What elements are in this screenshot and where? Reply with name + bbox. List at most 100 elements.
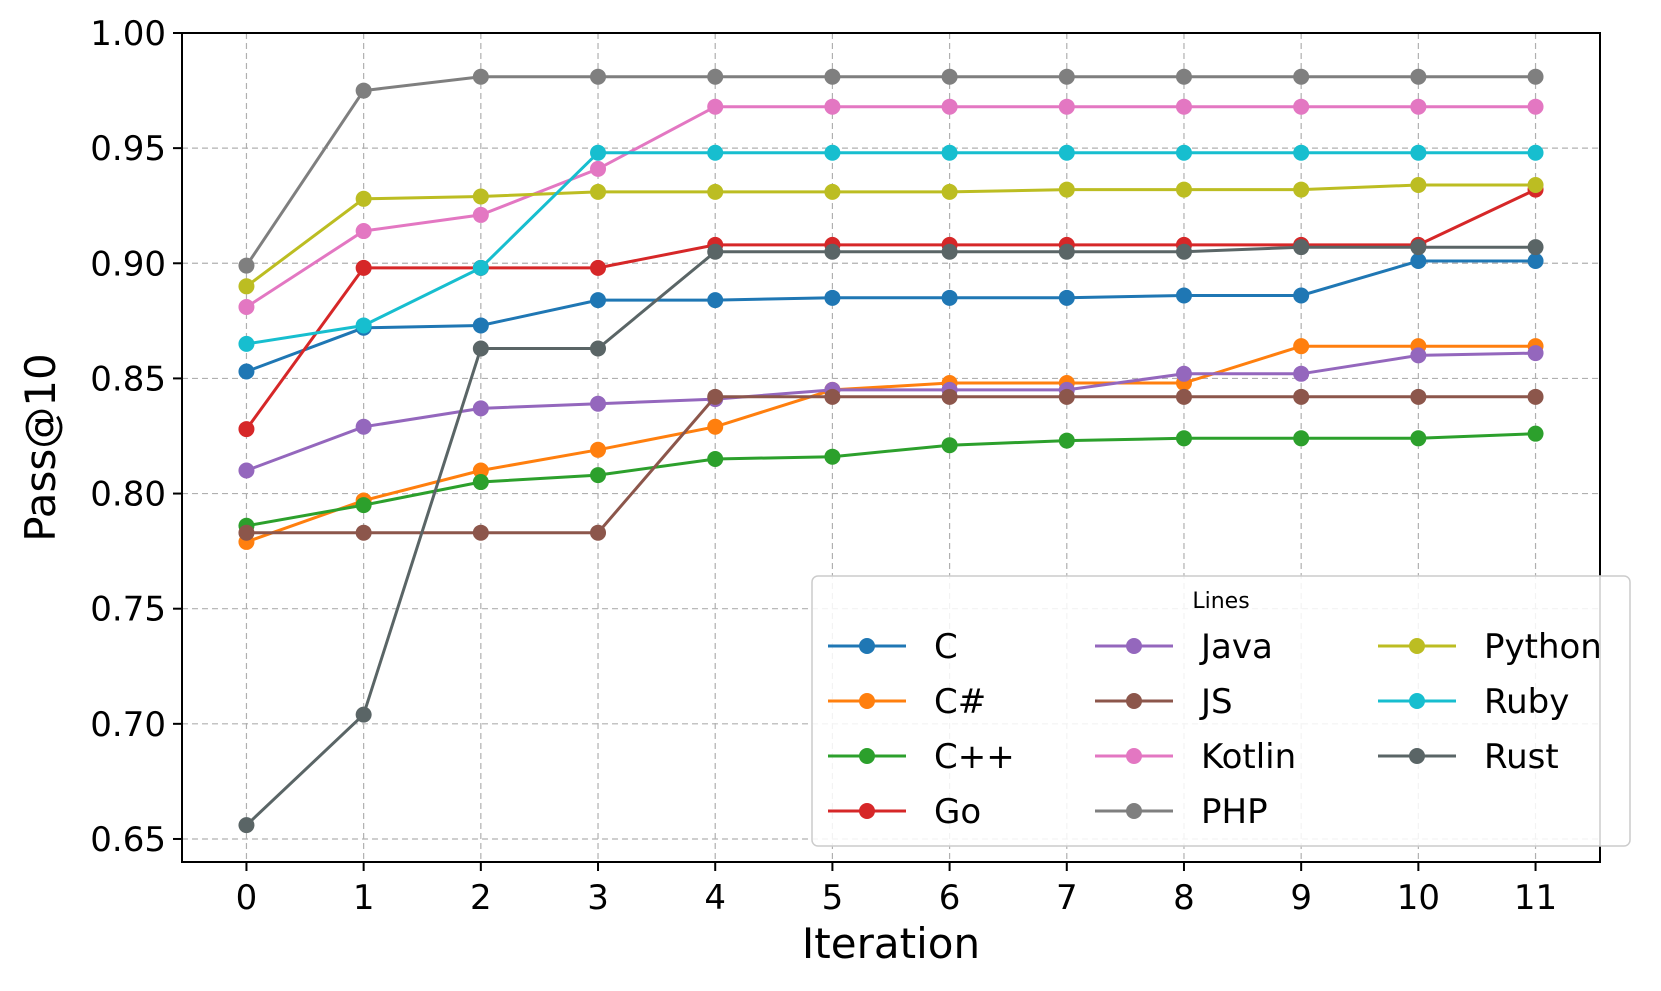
x-axis-label: Iteration [802, 919, 980, 968]
legend-swatch-marker [1126, 693, 1142, 709]
data-point-c [1293, 287, 1310, 304]
data-point-js [472, 524, 489, 541]
legend-entry-kotlin: Kotlin [1095, 737, 1296, 777]
data-point-python [472, 188, 489, 205]
series-kotlin [238, 98, 1544, 316]
data-point-go [590, 259, 607, 276]
data-point-php [707, 68, 724, 85]
series-php [238, 68, 1544, 274]
series-line-csharp [246, 344, 1536, 544]
legend-swatch-marker [859, 693, 875, 709]
legend-swatch-marker [859, 748, 875, 764]
data-point-go [238, 421, 255, 438]
data-point-ruby [1058, 144, 1075, 161]
series-line-python [245, 183, 1536, 288]
data-point-rust [590, 340, 607, 357]
y-tick-label: 0.80 [90, 475, 166, 515]
data-point-js [1058, 388, 1075, 405]
data-point-c [941, 289, 958, 306]
series-line-ruby [246, 151, 1536, 346]
data-point-java [472, 400, 489, 417]
legend-label: Go [934, 792, 981, 832]
y-tick-label: 1.00 [90, 14, 166, 54]
data-point-python [1410, 176, 1427, 193]
series-ruby [238, 144, 1544, 352]
data-point-cpp [1175, 430, 1192, 447]
series-js [238, 388, 1544, 541]
legend: Lines C C# C++ Go Java JS Kotlin PHP Python Ruby R… [811, 575, 1631, 847]
x-tick-label: 6 [939, 878, 961, 918]
series-line-php [245, 75, 1536, 267]
data-point-rust [1410, 239, 1427, 256]
legend-label: C [934, 627, 958, 667]
data-point-csharp [707, 418, 724, 435]
data-point-c [707, 292, 724, 309]
legend-entry-cpp: C++ [828, 737, 1015, 777]
x-tick-label: 8 [1173, 878, 1195, 918]
data-point-js [355, 524, 372, 541]
y-tick-label: 0.85 [90, 359, 166, 399]
data-point-js [590, 524, 607, 541]
data-point-c [1175, 287, 1192, 304]
legend-swatch-marker [1126, 803, 1142, 819]
legend-entry-go: Go [828, 792, 981, 832]
data-point-kotlin [1058, 98, 1075, 115]
data-point-cpp [472, 474, 489, 491]
data-point-php [824, 68, 841, 85]
legend-label: C# [934, 682, 986, 722]
data-point-java [238, 462, 255, 479]
data-point-js [1527, 388, 1544, 405]
data-point-js [941, 388, 958, 405]
data-point-cpp [941, 437, 958, 454]
data-point-c [590, 292, 607, 309]
legend-label: Kotlin [1201, 737, 1296, 777]
series-line-rust [245, 245, 1536, 827]
data-point-ruby [1527, 144, 1544, 161]
legend-entry-php: PHP [1095, 792, 1268, 832]
legend-swatch-marker [859, 803, 875, 819]
y-tick-label: 0.95 [90, 129, 166, 169]
legend-label: Python [1484, 627, 1602, 667]
data-point-java [355, 418, 372, 435]
data-point-php [355, 82, 372, 99]
data-point-rust [1527, 239, 1544, 256]
y-axis: 0.65 0.70 0.75 0.80 0.85 0.90 0.95 1.00 [90, 14, 182, 860]
data-point-cpp [707, 451, 724, 468]
data-point-cpp [1058, 432, 1075, 449]
legend-box [811, 575, 1631, 847]
legend-entry-csharp: C# [828, 682, 986, 722]
legend-entry-ruby: Ruby [1378, 682, 1569, 722]
data-point-ruby [1175, 144, 1192, 161]
data-point-cpp [355, 497, 372, 514]
data-point-kotlin [824, 98, 841, 115]
data-point-csharp [590, 441, 607, 458]
legend-label: Ruby [1484, 682, 1569, 722]
data-point-rust [238, 817, 255, 834]
x-tick-label: 0 [236, 878, 258, 918]
data-point-cpp [1293, 430, 1310, 447]
legend-swatch-marker [1409, 693, 1425, 709]
data-point-c [1527, 252, 1544, 269]
legend-label: PHP [1201, 792, 1268, 832]
data-point-js [707, 388, 724, 405]
data-point-c [1058, 289, 1075, 306]
data-point-kotlin [1527, 98, 1544, 115]
legend-label: Rust [1484, 737, 1559, 777]
data-point-ruby [1293, 144, 1310, 161]
data-point-php [1410, 68, 1427, 85]
data-point-js [1175, 388, 1192, 405]
data-point-php [472, 68, 489, 85]
legend-title: Lines [1192, 589, 1249, 614]
legend-label: JS [1199, 682, 1233, 722]
legend-label: C++ [934, 737, 1015, 777]
data-point-cpp [590, 467, 607, 484]
data-point-python [1293, 181, 1310, 198]
x-tick-label: 3 [587, 878, 609, 918]
y-tick-label: 0.90 [90, 244, 166, 284]
x-axis: 0 1 2 3 4 5 6 7 8 9 10 11 [236, 862, 1557, 918]
y-tick-label: 0.65 [90, 820, 166, 860]
legend-swatch-marker [1409, 748, 1425, 764]
y-tick-label: 0.75 [90, 590, 166, 630]
